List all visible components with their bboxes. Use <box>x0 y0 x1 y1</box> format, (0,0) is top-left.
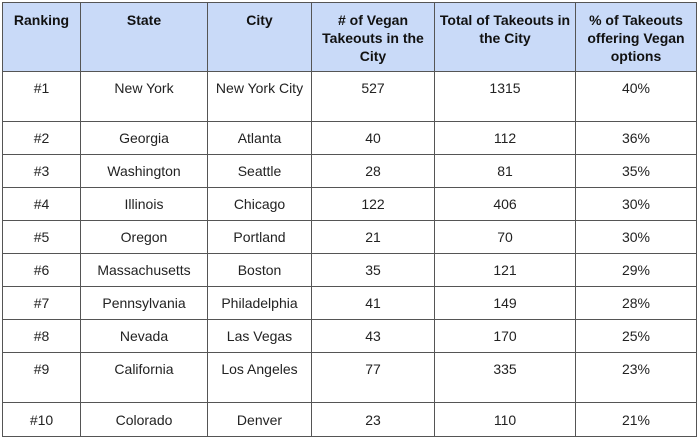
header-total-takeouts: Total of Takeouts in the City <box>434 2 576 72</box>
cell-ranking: #9 <box>2 352 81 403</box>
cell-city: Atlanta <box>207 121 312 155</box>
cell-vegan-takeouts: 35 <box>311 253 435 287</box>
cell-ranking: #2 <box>2 121 81 155</box>
table-row: #8 Nevada Las Vegas 43 170 25% <box>2 319 697 353</box>
table-row: #10 Colorado Denver 23 110 21% <box>2 402 697 437</box>
cell-ranking: #5 <box>2 220 81 254</box>
cell-percent-vegan: 28% <box>575 286 697 320</box>
cell-state: Nevada <box>80 319 208 353</box>
header-row: Ranking State City # of Vegan Takeouts i… <box>2 2 697 72</box>
cell-percent-vegan: 25% <box>575 319 697 353</box>
cell-city: Boston <box>207 253 312 287</box>
cell-vegan-takeouts: 28 <box>311 154 435 188</box>
cell-state: California <box>80 352 208 403</box>
header-vegan-takeouts: # of Vegan Takeouts in the City <box>311 2 435 72</box>
table-row: #3 Washington Seattle 28 81 35% <box>2 154 697 188</box>
cell-percent-vegan: 36% <box>575 121 697 155</box>
cell-vegan-takeouts: 23 <box>311 402 435 437</box>
cell-vegan-takeouts: 527 <box>311 71 435 122</box>
cell-total-takeouts: 112 <box>434 121 576 155</box>
cell-ranking: #4 <box>2 187 81 221</box>
cell-city: Los Angeles <box>207 352 312 403</box>
cell-vegan-takeouts: 122 <box>311 187 435 221</box>
cell-vegan-takeouts: 41 <box>311 286 435 320</box>
cell-total-takeouts: 149 <box>434 286 576 320</box>
table-row: #2 Georgia Atlanta 40 112 36% <box>2 121 697 155</box>
cell-ranking: #6 <box>2 253 81 287</box>
cell-total-takeouts: 1315 <box>434 71 576 122</box>
table-row: #1 New York New York City 527 1315 40% <box>2 71 697 122</box>
cell-percent-vegan: 30% <box>575 220 697 254</box>
cell-state: Georgia <box>80 121 208 155</box>
cell-ranking: #7 <box>2 286 81 320</box>
table-row: #4 Illinois Chicago 122 406 30% <box>2 187 697 221</box>
table-row: #7 Pennsylvania Philadelphia 41 149 28% <box>2 286 697 320</box>
cell-vegan-takeouts: 77 <box>311 352 435 403</box>
header-ranking: Ranking <box>2 2 81 72</box>
cell-percent-vegan: 29% <box>575 253 697 287</box>
cell-city: Denver <box>207 402 312 437</box>
cell-ranking: #10 <box>2 402 81 437</box>
table-row: #9 California Los Angeles 77 335 23% <box>2 352 697 403</box>
cell-city: New York City <box>207 71 312 122</box>
cell-city: Portland <box>207 220 312 254</box>
cell-total-takeouts: 335 <box>434 352 576 403</box>
cell-state: Oregon <box>80 220 208 254</box>
cell-state: New York <box>80 71 208 122</box>
cell-state: Illinois <box>80 187 208 221</box>
cell-total-takeouts: 70 <box>434 220 576 254</box>
table-row: #6 Massachusetts Boston 35 121 29% <box>2 253 697 287</box>
cell-city: Chicago <box>207 187 312 221</box>
cell-ranking: #3 <box>2 154 81 188</box>
cell-city: Seattle <box>207 154 312 188</box>
cell-percent-vegan: 40% <box>575 71 697 122</box>
cell-vegan-takeouts: 43 <box>311 319 435 353</box>
cell-ranking: #8 <box>2 319 81 353</box>
cell-total-takeouts: 170 <box>434 319 576 353</box>
cell-total-takeouts: 121 <box>434 253 576 287</box>
cell-ranking: #1 <box>2 71 81 122</box>
cell-city: Philadelphia <box>207 286 312 320</box>
cell-vegan-takeouts: 21 <box>311 220 435 254</box>
header-city: City <box>207 2 312 72</box>
cell-percent-vegan: 21% <box>575 402 697 437</box>
cell-percent-vegan: 30% <box>575 187 697 221</box>
cell-total-takeouts: 406 <box>434 187 576 221</box>
cell-total-takeouts: 110 <box>434 402 576 437</box>
cell-percent-vegan: 23% <box>575 352 697 403</box>
cell-city: Las Vegas <box>207 319 312 353</box>
header-percent-vegan: % of Takeouts offering Vegan options <box>575 2 697 72</box>
header-state: State <box>80 2 208 72</box>
cell-state: Washington <box>80 154 208 188</box>
cell-percent-vegan: 35% <box>575 154 697 188</box>
cell-total-takeouts: 81 <box>434 154 576 188</box>
cell-state: Pennsylvania <box>80 286 208 320</box>
cell-state: Massachusetts <box>80 253 208 287</box>
cell-state: Colorado <box>80 402 208 437</box>
cell-vegan-takeouts: 40 <box>311 121 435 155</box>
table-row: #5 Oregon Portland 21 70 30% <box>2 220 697 254</box>
